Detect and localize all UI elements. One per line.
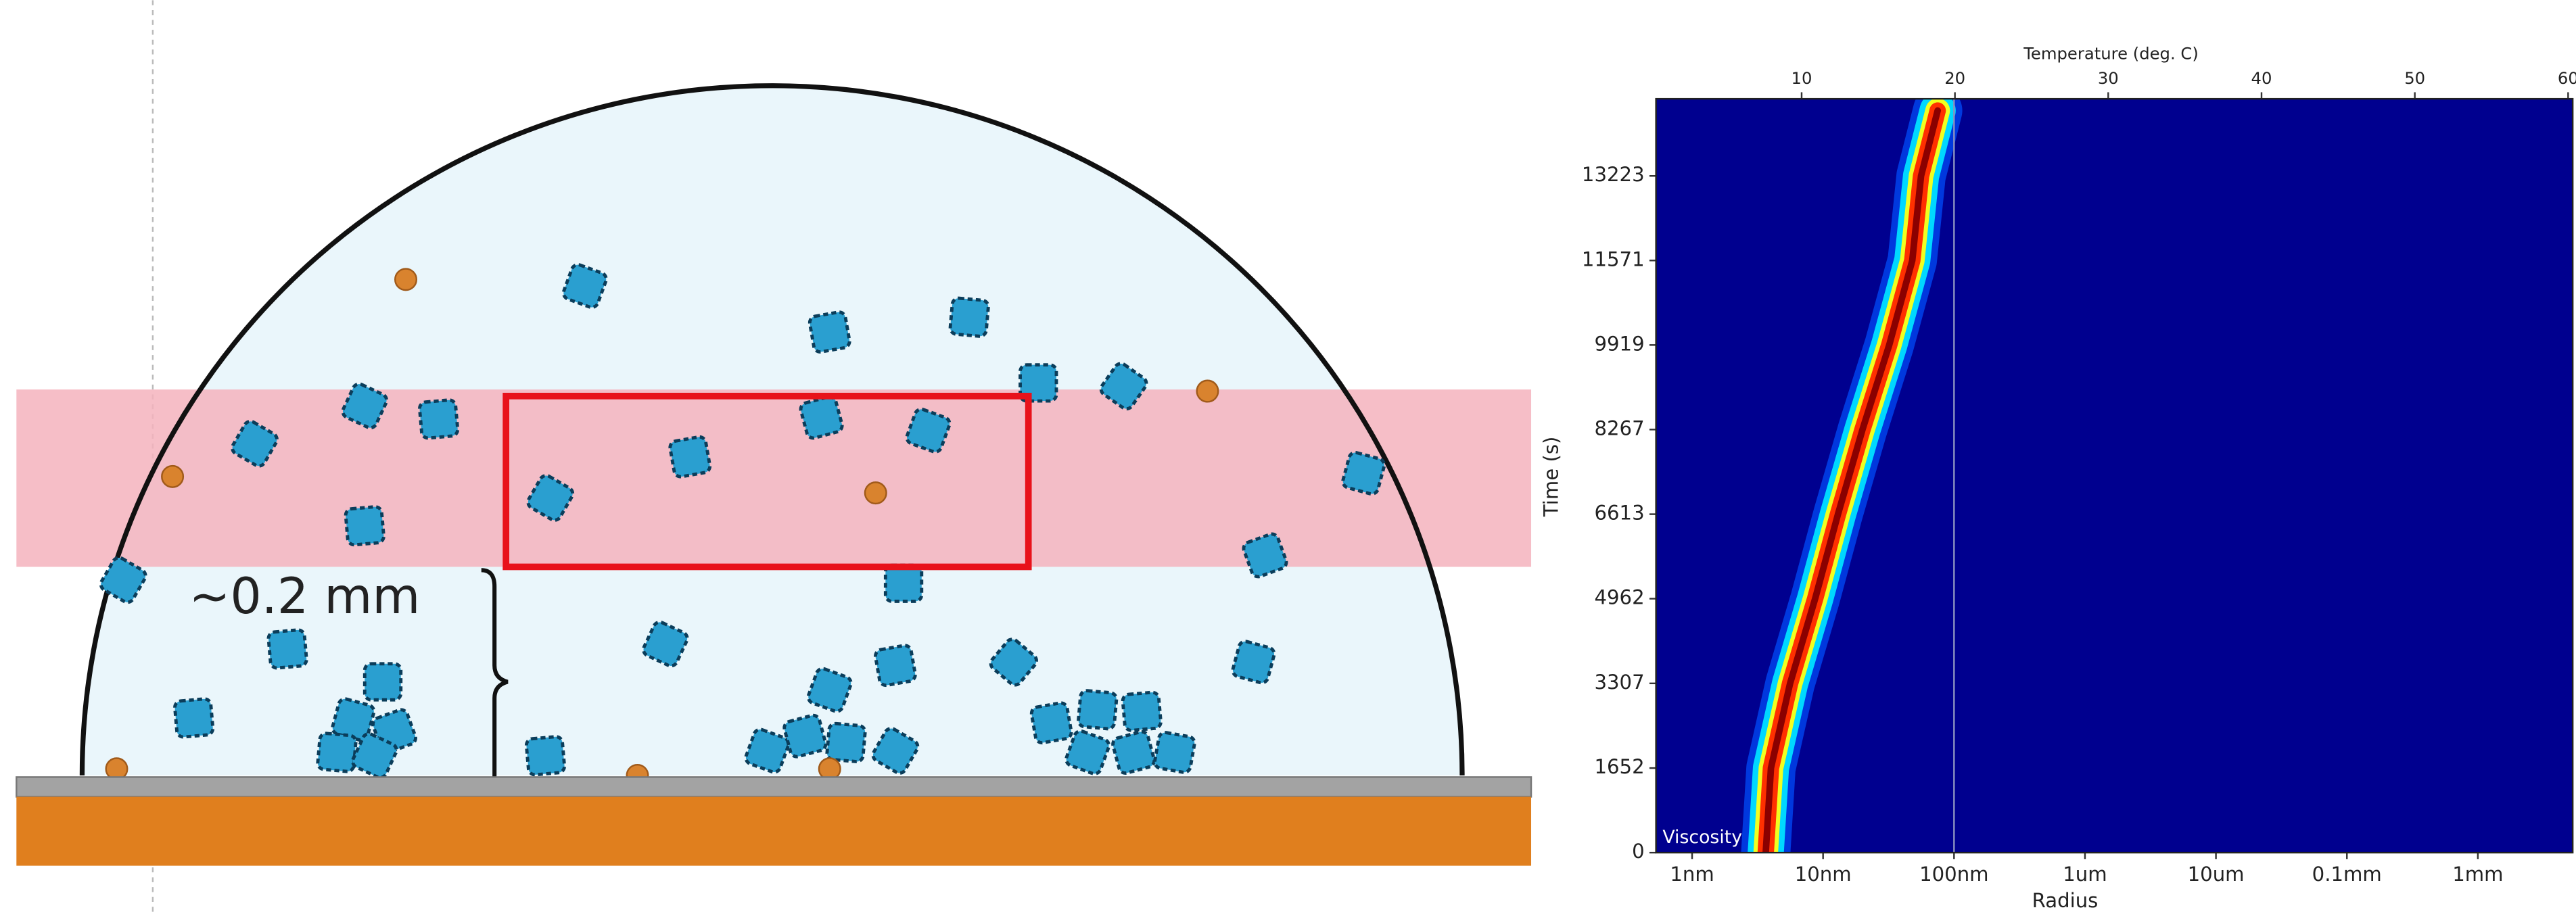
y-tick-label: 11571: [1582, 247, 1645, 270]
x-tick-label: 10um: [2188, 863, 2245, 886]
nanoparticle: [1122, 692, 1161, 731]
heatmap-chart: 0 1652 3307 4962 6613 8267 9919 11571 13223 1nm 10…: [1540, 44, 2576, 912]
nanoparticle: [783, 714, 827, 758]
y-tick-label: 3307: [1594, 671, 1644, 694]
x2-tick-label: 60: [2558, 68, 2576, 88]
y-tick-label: 0: [1632, 840, 1645, 863]
y-tick-label: 1652: [1594, 755, 1644, 778]
x-tick-label: 0.1mm: [2312, 863, 2382, 886]
nanoparticle: [1078, 690, 1117, 729]
nanoparticle: [669, 436, 711, 478]
substrate: [16, 777, 1531, 796]
nanoparticle: [268, 629, 307, 669]
x2-tick-label: 10: [1792, 68, 1812, 88]
nanoparticle: [526, 736, 565, 775]
y-tick-label: 13223: [1582, 163, 1645, 186]
x2-tick-label: 30: [2098, 68, 2119, 88]
y-tick-label: 9919: [1594, 332, 1644, 355]
nanoparticle: [345, 506, 384, 546]
x-axis-label: Radius: [2032, 889, 2099, 912]
x2-axis-label: Temperature (deg. C): [2023, 44, 2199, 64]
nanoparticle: [1111, 730, 1155, 774]
nanoparticle: [874, 644, 916, 686]
figure: ~0.2 mm 0 1652 3307 4962 6613 8267 9919 11571 13…: [0, 0, 2576, 912]
x-tick-label: 1nm: [1670, 863, 1714, 886]
x2-tick-label: 40: [2251, 68, 2272, 88]
base: [16, 797, 1531, 866]
focal-band: [16, 389, 1531, 567]
bead: [162, 466, 183, 487]
x-tick-label: 1um: [2063, 863, 2107, 886]
nanoparticle: [799, 395, 843, 439]
annotation: Viscosity: [1662, 827, 1742, 848]
bead: [1197, 381, 1219, 402]
nanoparticle: [809, 311, 851, 353]
height-label: ~0.2 mm: [189, 568, 420, 625]
nanoparticle: [1154, 731, 1196, 773]
nanoparticle: [1031, 702, 1073, 744]
nanoparticle: [419, 400, 459, 439]
y-axis-label: Time (s): [1540, 437, 1563, 517]
droplet-diagram: ~0.2 mm: [16, 0, 1531, 911]
nanoparticle: [174, 698, 214, 738]
nanoparticle: [317, 733, 356, 772]
nanoparticle: [826, 723, 866, 762]
x-tick-label: 10nm: [1795, 863, 1852, 886]
x-tick-label: 100nm: [1919, 863, 1988, 886]
y-tick-label: 8267: [1594, 416, 1644, 439]
x2-tick-label: 20: [1944, 68, 1965, 88]
bead: [865, 482, 887, 504]
x2-tick-label: 50: [2404, 68, 2425, 88]
nanoparticle: [950, 297, 989, 337]
bead: [395, 269, 417, 291]
nanoparticle: [365, 664, 400, 700]
x-tick-label: 1mm: [2452, 863, 2503, 886]
y-tick-label: 4962: [1594, 586, 1644, 609]
y-tick-label: 6613: [1594, 502, 1644, 525]
nanoparticle: [885, 565, 921, 601]
